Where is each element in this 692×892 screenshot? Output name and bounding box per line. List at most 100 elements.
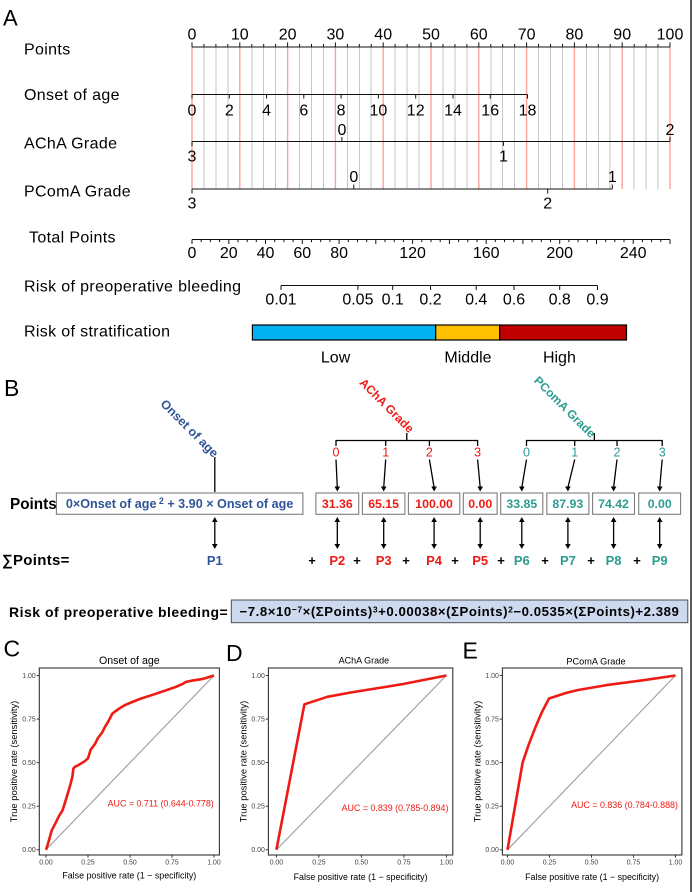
svg-text:65.15: 65.15: [368, 497, 399, 511]
svg-text:70: 70: [518, 27, 536, 44]
svg-text:40: 40: [257, 245, 275, 262]
svg-text:0.25: 0.25: [22, 804, 36, 811]
svg-text:Low: Low: [321, 350, 351, 367]
svg-text:+: +: [353, 553, 361, 568]
svg-text:0: 0: [349, 169, 358, 186]
svg-text:20: 20: [279, 27, 297, 44]
svg-text:0.75: 0.75: [627, 859, 641, 866]
svg-text:240: 240: [620, 245, 647, 262]
svg-text:0.25: 0.25: [312, 859, 326, 866]
svg-text:0×Onset of age 2 + 3.90 × Onse: 0×Onset of age 2 + 3.90 × Onset of age: [66, 496, 293, 511]
svg-text:6: 6: [299, 103, 308, 120]
svg-text:0.4: 0.4: [465, 292, 487, 309]
svg-text:+: +: [587, 553, 595, 568]
svg-text:16: 16: [481, 103, 499, 120]
svg-text:AUC = 0.836 (0.784-0.888): AUC = 0.836 (0.784-0.888): [571, 800, 678, 810]
svg-text:0.50: 0.50: [22, 760, 36, 767]
svg-text:20: 20: [220, 245, 238, 262]
svg-text:0.2: 0.2: [419, 292, 441, 309]
svg-text:P1: P1: [207, 553, 223, 568]
svg-text:Onset of age: Onset of age: [24, 87, 120, 104]
svg-text:74.42: 74.42: [598, 497, 629, 511]
svg-text:0: 0: [188, 245, 197, 262]
svg-text:P6: P6: [514, 553, 530, 568]
svg-text:2: 2: [543, 196, 552, 213]
svg-text:Points: Points: [10, 496, 57, 513]
svg-text:0.00: 0.00: [39, 859, 53, 866]
svg-text:0.25: 0.25: [81, 859, 95, 866]
svg-text:18: 18: [519, 103, 537, 120]
svg-text:0.25: 0.25: [543, 859, 557, 866]
svg-text:120: 120: [399, 245, 426, 262]
svg-text:0.75: 0.75: [251, 717, 265, 724]
svg-text:0: 0: [333, 446, 340, 460]
svg-text:31.36: 31.36: [322, 497, 353, 511]
svg-text:14: 14: [444, 103, 462, 120]
svg-text:0.50: 0.50: [355, 859, 369, 866]
svg-text:E: E: [463, 638, 478, 664]
svg-text:+: +: [633, 553, 641, 568]
svg-text:0.75: 0.75: [485, 717, 499, 724]
svg-text:0.75: 0.75: [165, 859, 179, 866]
svg-text:0.00: 0.00: [468, 497, 492, 511]
svg-text:PComA Grade: PComA Grade: [566, 657, 625, 667]
svg-text:P3: P3: [376, 553, 392, 568]
svg-text:1: 1: [608, 169, 617, 186]
svg-text:2: 2: [426, 446, 433, 460]
svg-text:+: +: [541, 553, 549, 568]
svg-text:3: 3: [188, 196, 197, 213]
svg-text:0.00: 0.00: [501, 859, 515, 866]
svg-text:10: 10: [370, 103, 388, 120]
svg-text:P4: P4: [426, 553, 443, 568]
svg-text:B: B: [4, 375, 19, 401]
svg-text:P2: P2: [329, 553, 345, 568]
svg-text:AUC = 0.711 (0.644-0.778): AUC = 0.711 (0.644-0.778): [108, 799, 214, 809]
svg-text:P9: P9: [652, 553, 668, 568]
svg-text:80: 80: [330, 245, 348, 262]
svg-text:D: D: [226, 640, 243, 666]
svg-text:0.75: 0.75: [397, 859, 411, 866]
svg-text:0.05: 0.05: [342, 292, 373, 309]
svg-text:A: A: [3, 6, 18, 31]
svg-text:1.00: 1.00: [251, 673, 265, 680]
svg-text:12: 12: [407, 103, 425, 120]
svg-text:60: 60: [470, 27, 488, 44]
svg-text:AChA Grade: AChA Grade: [24, 136, 117, 153]
svg-text:High: High: [543, 350, 576, 367]
svg-text:0: 0: [523, 446, 530, 460]
svg-text:0.75: 0.75: [22, 717, 36, 724]
svg-text:Points: Points: [24, 42, 71, 59]
svg-text:1.00: 1.00: [207, 859, 221, 866]
svg-text:0.00: 0.00: [251, 847, 265, 854]
svg-text:87.93: 87.93: [552, 497, 583, 511]
svg-text:80: 80: [566, 27, 584, 44]
svg-text:0: 0: [188, 27, 197, 44]
svg-text:2: 2: [614, 446, 621, 460]
svg-text:0.6: 0.6: [503, 292, 525, 309]
svg-text:P5: P5: [472, 553, 488, 568]
svg-text:1: 1: [382, 446, 389, 460]
svg-text:3: 3: [659, 446, 666, 460]
svg-text:0.9: 0.9: [586, 292, 608, 309]
svg-text:0.00: 0.00: [270, 859, 284, 866]
svg-text:P8: P8: [606, 553, 622, 568]
svg-text:3: 3: [188, 149, 197, 166]
svg-text:0.50: 0.50: [123, 859, 137, 866]
svg-text:+: +: [402, 553, 410, 568]
svg-text:0.25: 0.25: [251, 804, 265, 811]
svg-text:+: +: [451, 553, 459, 568]
svg-text:40: 40: [374, 27, 392, 44]
svg-text:0.50: 0.50: [251, 760, 265, 767]
svg-text:0: 0: [337, 122, 346, 139]
svg-text:0.00: 0.00: [22, 847, 36, 854]
svg-text:30: 30: [327, 27, 345, 44]
svg-text:4: 4: [262, 103, 271, 120]
svg-text:0.25: 0.25: [485, 804, 499, 811]
svg-text:1: 1: [571, 446, 578, 460]
svg-text:Risk of stratification: Risk of stratification: [24, 324, 170, 341]
svg-text:3: 3: [474, 446, 481, 460]
svg-text:2: 2: [666, 122, 675, 139]
svg-text:0.00: 0.00: [648, 497, 672, 511]
svg-text:60: 60: [293, 245, 311, 262]
svg-text:Risk of preoperative bleeding=: Risk of preoperative bleeding=: [9, 604, 228, 620]
